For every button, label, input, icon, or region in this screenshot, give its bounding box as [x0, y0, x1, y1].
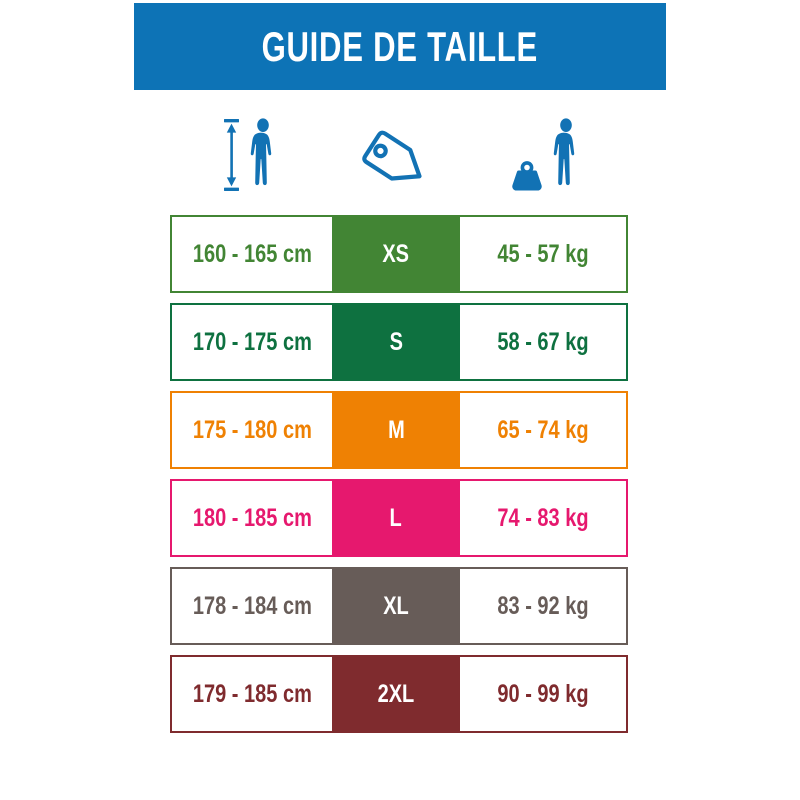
weight-range-text: 65 - 74 kg — [497, 415, 589, 444]
weight-range: 83 - 92 kg — [460, 569, 626, 643]
size-row-s: 170 - 175 cm S 58 - 67 kg — [170, 303, 628, 381]
size-badge: M — [332, 393, 460, 467]
height-measure-icon — [224, 118, 272, 191]
height-range: 180 - 185 cm — [172, 481, 332, 555]
size-label: L — [389, 503, 403, 532]
weight-range-text: 90 - 99 kg — [497, 679, 589, 708]
weight-icon — [512, 118, 575, 191]
size-badge: XL — [332, 569, 460, 643]
height-range-text: 179 - 185 cm — [192, 679, 312, 708]
weight-range-text: 58 - 67 kg — [497, 327, 589, 356]
price-tag-icon — [362, 130, 422, 181]
size-row-xs: 160 - 165 cm XS 45 - 57 kg — [170, 215, 628, 293]
weight-range: 74 - 83 kg — [460, 481, 626, 555]
weight-range: 90 - 99 kg — [460, 657, 626, 731]
size-row-2xl: 179 - 185 cm 2XL 90 - 99 kg — [170, 655, 628, 733]
size-badge: XS — [332, 217, 460, 291]
size-badge: 2XL — [332, 657, 460, 731]
size-row-l: 180 - 185 cm L 74 - 83 kg — [170, 479, 628, 557]
size-label: S — [389, 327, 403, 356]
height-range-text: 170 - 175 cm — [192, 327, 312, 356]
size-table: 160 - 165 cm XS 45 - 57 kg 170 - 175 cm … — [170, 215, 628, 733]
weight-range-text: 74 - 83 kg — [497, 503, 589, 532]
height-range: 160 - 165 cm — [172, 217, 332, 291]
height-range: 175 - 180 cm — [172, 393, 332, 467]
weight-range: 65 - 74 kg — [460, 393, 626, 467]
size-badge: S — [332, 305, 460, 379]
weight-range-text: 83 - 92 kg — [497, 591, 589, 620]
size-row-xl: 178 - 184 cm XL 83 - 92 kg — [170, 567, 628, 645]
height-range: 179 - 185 cm — [172, 657, 332, 731]
size-label: M — [387, 415, 405, 444]
height-range: 178 - 184 cm — [172, 569, 332, 643]
title-banner: GUIDE DE TAILLE — [134, 3, 666, 90]
height-range-text: 178 - 184 cm — [192, 591, 312, 620]
size-row-m: 175 - 180 cm M 65 - 74 kg — [170, 391, 628, 469]
weight-range-text: 45 - 57 kg — [497, 239, 589, 268]
size-label: 2XL — [377, 679, 415, 708]
height-range-text: 180 - 185 cm — [192, 503, 312, 532]
height-range: 170 - 175 cm — [172, 305, 332, 379]
height-range-text: 160 - 165 cm — [192, 239, 312, 268]
weight-range: 45 - 57 kg — [460, 217, 626, 291]
size-label: XL — [383, 591, 409, 620]
height-range-text: 175 - 180 cm — [192, 415, 312, 444]
size-label: XS — [382, 239, 410, 268]
size-badge: L — [332, 481, 460, 555]
weight-range: 58 - 67 kg — [460, 305, 626, 379]
page-title: GUIDE DE TAILLE — [261, 22, 539, 70]
